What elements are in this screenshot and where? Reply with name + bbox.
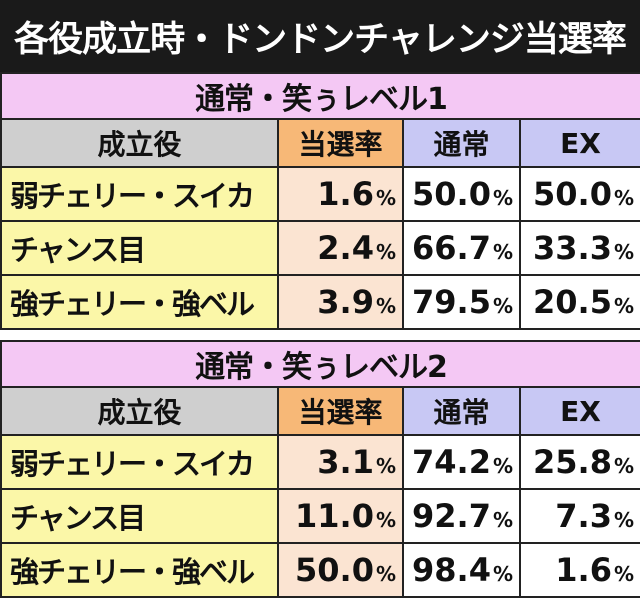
section-title: 通常・笑ぅレベル2 bbox=[0, 340, 640, 388]
percent-unit: % bbox=[375, 294, 396, 318]
role-cell: チャンス目 bbox=[0, 220, 279, 276]
percent-unit: % bbox=[375, 508, 396, 532]
normal-value: 92.7 bbox=[412, 497, 491, 535]
section-title-row: 通常・笑ぅレベル1 bbox=[0, 72, 640, 120]
rate-cell: 11.0% bbox=[277, 488, 404, 544]
ex-value: 33.3 bbox=[533, 229, 612, 267]
normal-value: 50.0 bbox=[412, 175, 491, 213]
normal-value: 66.7 bbox=[412, 229, 491, 267]
header-role: 成立役 bbox=[0, 118, 279, 168]
ex-value: 7.3 bbox=[555, 497, 612, 535]
rate-table-level-1: 通常・笑ぅレベル1 成立役 当選率 通常 EX 弱チェリー・スイカ 1.6% 5… bbox=[0, 72, 640, 330]
percent-unit: % bbox=[375, 454, 396, 478]
rate-value: 3.1 bbox=[317, 443, 374, 481]
normal-cell: 98.4% bbox=[402, 542, 521, 598]
ex-value: 1.6 bbox=[555, 551, 612, 589]
rate-value: 11.0 bbox=[295, 497, 374, 535]
header-rate: 当選率 bbox=[277, 118, 404, 168]
role-cell: 弱チェリー・スイカ bbox=[0, 434, 279, 490]
percent-unit: % bbox=[375, 562, 396, 586]
percent-unit: % bbox=[613, 294, 634, 318]
ex-value: 20.5 bbox=[533, 283, 612, 321]
table-row: 弱チェリー・スイカ 1.6% 50.0% 50.0% bbox=[0, 166, 640, 222]
table-row: 弱チェリー・スイカ 3.1% 74.2% 25.8% bbox=[0, 434, 640, 490]
normal-cell: 50.0% bbox=[402, 166, 521, 222]
header-normal: 通常 bbox=[402, 118, 521, 168]
percent-unit: % bbox=[492, 562, 513, 586]
percent-unit: % bbox=[613, 562, 634, 586]
header-rate: 当選率 bbox=[277, 386, 404, 436]
rate-cell: 3.1% bbox=[277, 434, 404, 490]
normal-cell: 79.5% bbox=[402, 274, 521, 330]
section-title-row: 通常・笑ぅレベル2 bbox=[0, 340, 640, 388]
ex-value: 50.0 bbox=[533, 175, 612, 213]
percent-unit: % bbox=[613, 508, 634, 532]
table-row: チャンス目 2.4% 66.7% 33.3% bbox=[0, 220, 640, 276]
ex-cell: 1.6% bbox=[519, 542, 640, 598]
percent-unit: % bbox=[492, 508, 513, 532]
header-row: 成立役 当選率 通常 EX bbox=[0, 118, 640, 168]
percent-unit: % bbox=[492, 186, 513, 210]
rate-value: 3.9 bbox=[317, 283, 374, 321]
rate-cell: 3.9% bbox=[277, 274, 404, 330]
ex-cell: 20.5% bbox=[519, 274, 640, 330]
percent-unit: % bbox=[375, 240, 396, 264]
percent-unit: % bbox=[492, 454, 513, 478]
rate-value: 50.0 bbox=[295, 551, 374, 589]
table-row: チャンス目 11.0% 92.7% 7.3% bbox=[0, 488, 640, 544]
table-row: 強チェリー・強ベル 50.0% 98.4% 1.6% bbox=[0, 542, 640, 598]
normal-cell: 92.7% bbox=[402, 488, 521, 544]
percent-unit: % bbox=[613, 186, 634, 210]
role-cell: 強チェリー・強ベル bbox=[0, 274, 279, 330]
percent-unit: % bbox=[613, 240, 634, 264]
rate-table-level-2: 通常・笑ぅレベル2 成立役 当選率 通常 EX 弱チェリー・スイカ 3.1% 7… bbox=[0, 340, 640, 598]
rate-value: 1.6 bbox=[317, 175, 374, 213]
percent-unit: % bbox=[375, 186, 396, 210]
ex-cell: 25.8% bbox=[519, 434, 640, 490]
percent-unit: % bbox=[492, 240, 513, 264]
ex-cell: 33.3% bbox=[519, 220, 640, 276]
header-ex: EX bbox=[519, 118, 640, 168]
table-row: 強チェリー・強ベル 3.9% 79.5% 20.5% bbox=[0, 274, 640, 330]
ex-cell: 50.0% bbox=[519, 166, 640, 222]
rate-cell: 2.4% bbox=[277, 220, 404, 276]
rate-value: 2.4 bbox=[317, 229, 374, 267]
rate-cell: 1.6% bbox=[277, 166, 404, 222]
normal-cell: 66.7% bbox=[402, 220, 521, 276]
normal-cell: 74.2% bbox=[402, 434, 521, 490]
percent-unit: % bbox=[492, 294, 513, 318]
page-title: 各役成立時・ドンドンチャレンジ当選率 bbox=[0, 0, 640, 72]
role-cell: 強チェリー・強ベル bbox=[0, 542, 279, 598]
header-normal: 通常 bbox=[402, 386, 521, 436]
header-ex: EX bbox=[519, 386, 640, 436]
header-role: 成立役 bbox=[0, 386, 279, 436]
header-row: 成立役 当選率 通常 EX bbox=[0, 386, 640, 436]
normal-value: 98.4 bbox=[412, 551, 491, 589]
ex-cell: 7.3% bbox=[519, 488, 640, 544]
role-cell: チャンス目 bbox=[0, 488, 279, 544]
rate-cell: 50.0% bbox=[277, 542, 404, 598]
normal-value: 74.2 bbox=[412, 443, 491, 481]
section-title: 通常・笑ぅレベル1 bbox=[0, 72, 640, 120]
normal-value: 79.5 bbox=[412, 283, 491, 321]
ex-value: 25.8 bbox=[533, 443, 612, 481]
role-cell: 弱チェリー・スイカ bbox=[0, 166, 279, 222]
percent-unit: % bbox=[613, 454, 634, 478]
